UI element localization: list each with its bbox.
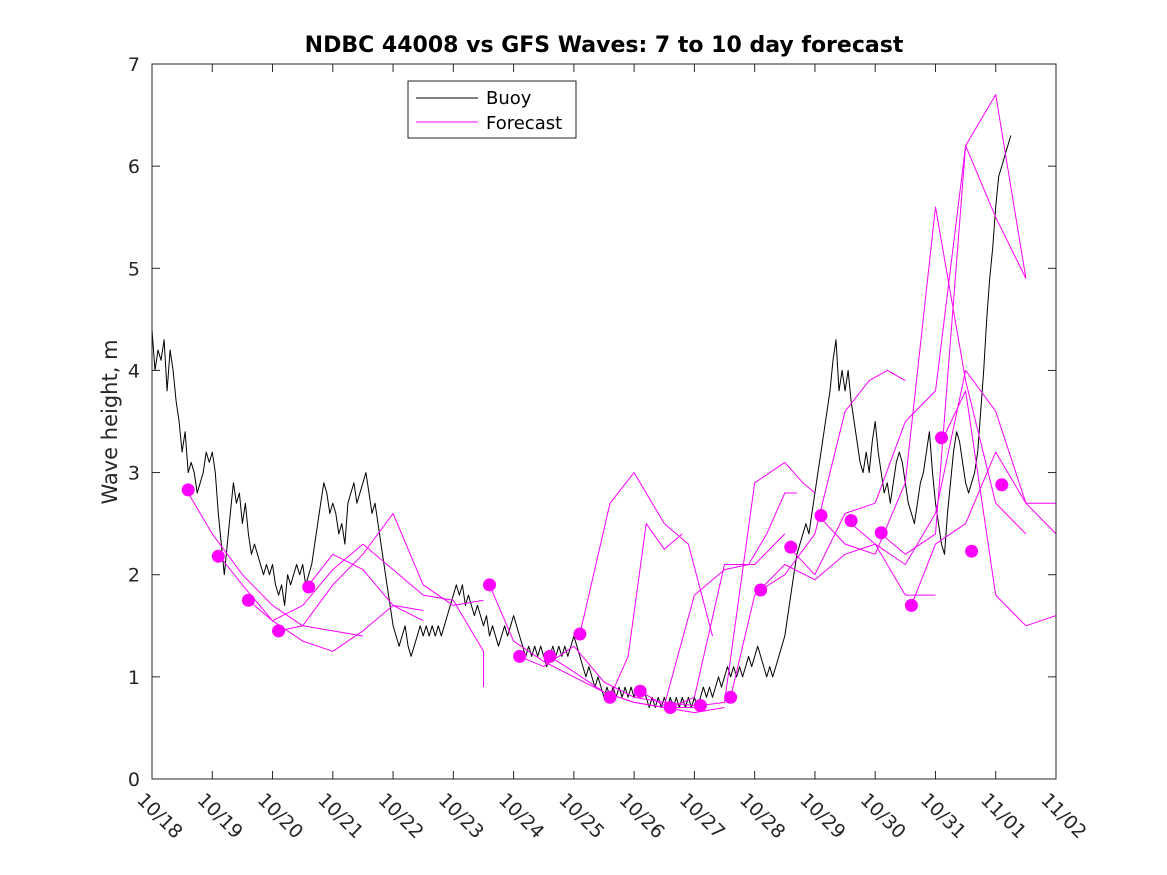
forecast-line-8 <box>549 655 725 714</box>
forecast-start-marker-15 <box>754 583 768 597</box>
plot-frame <box>151 63 1057 780</box>
y-tick-label-6: 6 <box>128 156 140 178</box>
forecast-line-9 <box>579 472 713 637</box>
forecast-line-4 <box>278 512 484 632</box>
forecast-line-5 <box>308 553 424 611</box>
y-tick-label-2: 2 <box>128 565 140 587</box>
forecast-line-16 <box>790 145 1027 576</box>
y-tick-label-0: 0 <box>128 769 140 791</box>
y-tick-label-7: 7 <box>128 54 140 76</box>
y-tick-label-1: 1 <box>128 667 140 689</box>
forecast-start-marker-18 <box>844 514 858 528</box>
forecast-start-marker-19 <box>874 526 888 540</box>
legend-forecast-label: Forecast <box>486 113 562 134</box>
plot-area <box>151 63 1057 780</box>
forecast-start-marker-13 <box>693 699 707 712</box>
forecast-start-marker-4 <box>272 624 286 638</box>
forecast-start-marker-10 <box>603 690 617 704</box>
forecast-line-3 <box>248 543 484 688</box>
legend-box <box>407 80 577 139</box>
y-tick-label-3: 3 <box>128 463 140 485</box>
forecast-start-marker-16 <box>784 540 798 554</box>
forecast-line-2 <box>217 553 424 652</box>
forecast-start-marker-12 <box>663 701 677 714</box>
forecast-start-marker-6 <box>483 578 496 592</box>
y-tick-label-5: 5 <box>128 258 140 280</box>
forecast-start-marker-5 <box>302 580 316 594</box>
y-tick-label-4: 4 <box>128 360 140 382</box>
forecast-start-marker-7 <box>513 649 527 663</box>
chart-title: NDBC 44008 vs GFS Waves: 7 to 10 day for… <box>305 33 904 58</box>
forecast-line-18 <box>850 369 1056 565</box>
y-axis: 0 1 2 3 4 5 6 7 <box>128 54 1056 791</box>
forecast-line-13 <box>700 461 816 706</box>
forecast-line-11 <box>639 492 797 706</box>
forecast-line-10 <box>609 523 683 698</box>
marker-layer <box>181 431 1009 714</box>
legend: Buoy Forecast <box>407 80 577 139</box>
forecast-start-marker-17 <box>814 509 828 522</box>
legend-buoy-label: Buoy <box>486 88 532 109</box>
forecast-start-marker-2 <box>211 549 225 563</box>
forecast-line-21 <box>941 390 1056 627</box>
forecast-line-20 <box>910 451 1056 606</box>
forecast-line-7 <box>519 645 695 706</box>
forecast-start-marker-9 <box>573 627 587 641</box>
series-layer <box>152 94 1056 714</box>
forecast-line-17 <box>820 206 1027 555</box>
plot-background <box>152 64 1056 779</box>
buoy-line <box>152 135 1012 708</box>
y-axis-label: Wave height, m <box>98 339 122 504</box>
forecast-start-marker-3 <box>241 593 255 607</box>
forecast-start-marker-22 <box>965 544 979 558</box>
forecast-start-marker-23 <box>995 478 1009 492</box>
forecast-line-19 <box>880 94 1027 555</box>
forecast-start-marker-1 <box>181 483 195 497</box>
forecast-start-marker-14 <box>724 690 738 704</box>
forecast-start-marker-11 <box>633 684 647 698</box>
forecast-start-marker-20 <box>904 598 918 612</box>
forecast-line-15 <box>760 369 906 591</box>
forecast-line-1 <box>187 492 363 637</box>
forecast-start-marker-21 <box>935 431 948 445</box>
forecast-start-marker-8 <box>543 649 557 663</box>
forecast-line-12 <box>670 533 786 708</box>
